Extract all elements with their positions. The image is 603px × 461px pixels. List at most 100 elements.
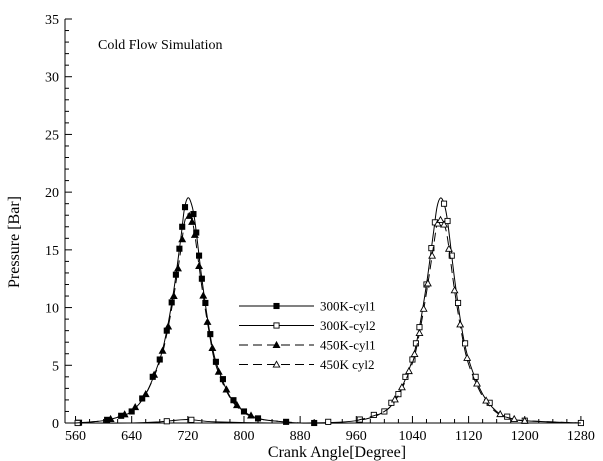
x-tick-label: 1280: [567, 429, 595, 444]
data-point: [199, 291, 208, 299]
data-point: [504, 413, 511, 420]
data-point: [463, 353, 472, 361]
data-point: [240, 408, 248, 415]
legend: 300K-cyl1 300K-cyl2 450K-cyl1 450K cyl2: [239, 299, 376, 372]
data-point: [139, 395, 146, 402]
x-tick-label: 800: [233, 429, 254, 444]
data-point: [247, 411, 255, 419]
data-point: [428, 245, 435, 252]
legend-label: 300K-cyl1: [320, 299, 376, 314]
data-point: [419, 304, 428, 312]
y-axis-title: Pressure [Bar]: [6, 196, 23, 288]
data-point: [455, 299, 462, 307]
data-point: [163, 418, 170, 425]
data-point: [397, 383, 406, 391]
y-tick-label: 20: [45, 186, 59, 201]
data-point: [141, 390, 150, 398]
data-point: [168, 299, 175, 306]
legend-item: 300K-cyl2: [239, 318, 376, 333]
legend-marker: [272, 360, 281, 368]
data-point: [448, 252, 455, 259]
y-tick-label: 15: [45, 244, 59, 259]
data-point: [164, 322, 173, 330]
series-line: [356, 219, 581, 424]
x-tick-label: 1200: [511, 429, 539, 444]
data-point: [158, 346, 167, 354]
legend-item: 450K-cyl1: [239, 338, 376, 353]
data-point: [150, 370, 159, 378]
y-tick-label: 30: [45, 71, 59, 86]
data-point: [482, 396, 491, 404]
data-point: [462, 340, 469, 347]
legend-item: 450K cyl2: [239, 357, 375, 372]
series-line: [75, 213, 301, 424]
data-point: [214, 367, 223, 375]
x-tick-label: 1040: [398, 429, 426, 444]
y-tick-label: 0: [52, 417, 59, 432]
data-point: [404, 366, 413, 375]
data-point: [428, 251, 437, 259]
y-axis: 0 5 10 15 20 25 30 35: [45, 13, 72, 432]
x-tick-label: 880: [290, 429, 311, 444]
data-point: [198, 275, 205, 282]
data-point: [106, 414, 115, 422]
legend-marker: [273, 302, 280, 310]
y-tick-label: 5: [52, 359, 59, 374]
data-point: [178, 235, 187, 243]
data-point: [325, 418, 332, 425]
data-point: [185, 211, 194, 219]
legend-label: 450K cyl2: [320, 357, 375, 372]
data-point: [188, 217, 197, 225]
series-1: [75, 197, 581, 427]
data-point: [520, 416, 529, 424]
legend-marker: [273, 322, 280, 329]
data-point: [202, 299, 209, 307]
x-tick-label: 960: [346, 429, 367, 444]
data-point: [203, 317, 212, 325]
y-tick-label: 25: [45, 128, 59, 143]
data-point: [232, 400, 241, 409]
data-point: [169, 291, 178, 300]
series-layer: [74, 197, 584, 427]
x-axis-title: Crank Angle[Degree]: [268, 444, 406, 461]
x-tick-label: 720: [177, 429, 198, 444]
y-tick-label: 10: [45, 302, 59, 317]
x-tick-label: 1120: [455, 429, 482, 444]
data-point: [120, 410, 129, 418]
data-point: [395, 391, 402, 398]
data-point: [174, 264, 182, 272]
data-point: [433, 219, 442, 227]
data-point: [219, 376, 226, 383]
legend-marker: [272, 340, 281, 349]
data-point: [415, 328, 424, 336]
series-4: [356, 215, 581, 424]
data-point: [222, 385, 231, 393]
data-point: [176, 245, 183, 252]
data-point: [196, 252, 203, 259]
data-point: [510, 414, 519, 422]
data-point: [473, 379, 481, 387]
data-point: [131, 403, 140, 411]
x-axis: 560 640 720 800 880 960 1040 1120 1200 1280: [65, 416, 595, 444]
data-point: [179, 223, 186, 230]
data-point: [402, 373, 409, 380]
x-tick-label: 560: [65, 429, 86, 444]
data-point: [195, 261, 204, 270]
data-point: [456, 320, 465, 328]
data-point: [444, 217, 451, 225]
data-point: [440, 200, 448, 207]
data-point: [190, 230, 199, 238]
data-point: [181, 204, 189, 211]
chart-annotation: Cold Flow Simulation: [98, 38, 222, 53]
data-point: [450, 286, 459, 294]
data-point: [207, 331, 214, 338]
data-point: [444, 244, 453, 252]
x-tick-label: 640: [121, 429, 142, 444]
series-line: [75, 197, 581, 424]
y-tick-label: 35: [45, 13, 59, 28]
data-point: [410, 349, 419, 357]
data-point: [423, 279, 432, 287]
data-point: [172, 271, 179, 278]
data-point: [208, 343, 217, 351]
data-point: [412, 340, 419, 347]
